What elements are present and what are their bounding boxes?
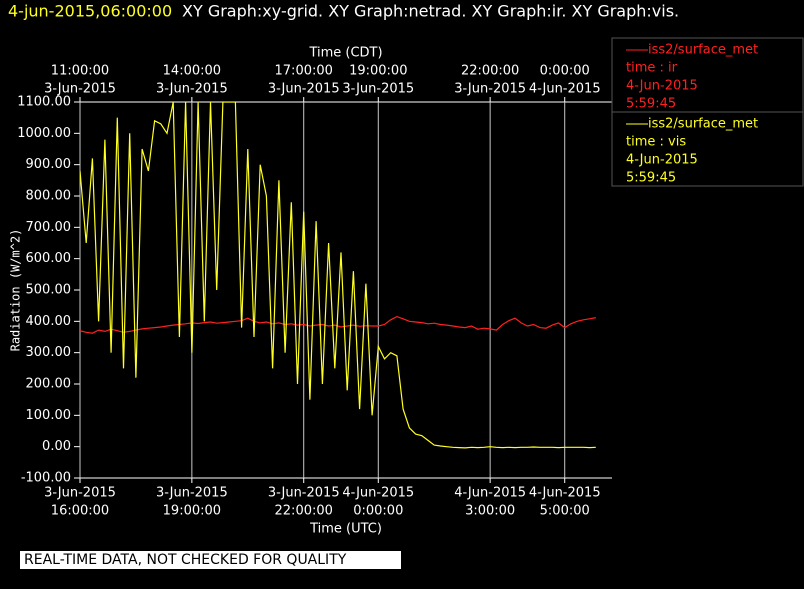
- legend-field: time : ir: [626, 61, 678, 76]
- x-tick-time: 22:00:00: [275, 504, 333, 519]
- legend-name: iss2/surface_met: [648, 43, 758, 58]
- legend-date: 4-Jun-2015: [626, 153, 698, 168]
- legend-time: 5:59:45: [626, 97, 676, 112]
- x2-tick-date: 3-Jun-2015: [454, 82, 526, 97]
- x2-tick-time: 0:00:00: [540, 64, 590, 79]
- x-tick-date: 3-Jun-2015: [268, 486, 340, 501]
- footer-text: REAL-TIME DATA, NOT CHECKED FOR QUALITY: [24, 552, 347, 568]
- series-line: [80, 315, 596, 334]
- x2-axis-title: Time (CDT): [308, 46, 382, 61]
- y-tick-label: 900.00: [26, 157, 72, 172]
- x-tick-date: 3-Jun-2015: [44, 486, 116, 501]
- y-tick-label: 100.00: [26, 408, 72, 423]
- legend-name: iss2/surface_met: [648, 117, 758, 132]
- x-tick-date: 4-Jun-2015: [529, 486, 601, 501]
- x2-tick-time: 14:00:00: [163, 64, 221, 79]
- y-tick-label: 700.00: [26, 220, 72, 235]
- series-line: [80, 102, 596, 449]
- plot-area: [80, 102, 596, 449]
- header-time: 4-jun-2015,06:00:00: [8, 2, 172, 21]
- x-tick-time: 16:00:00: [51, 504, 109, 519]
- y-axis-title: Radiation (W/m^2): [9, 229, 23, 352]
- x2-tick-time: 11:00:00: [51, 64, 109, 79]
- x2-tick-time: 22:00:00: [461, 64, 519, 79]
- y-tick-label: 200.00: [26, 377, 72, 392]
- x2-tick-time: 19:00:00: [349, 64, 407, 79]
- header-graphs: XY Graph:xy-grid. XY Graph:netrad. XY Gr…: [182, 2, 679, 21]
- legend-date: 4-Jun-2015: [626, 79, 698, 94]
- y-tick-label: 0.00: [42, 439, 71, 454]
- x-tick-date: 3-Jun-2015: [156, 486, 228, 501]
- legend-field: time : vis: [626, 135, 686, 150]
- y-tick-label: 1000.00: [17, 126, 71, 141]
- x-tick-date: 4-Jun-2015: [342, 486, 414, 501]
- y-tick-label: 300.00: [26, 345, 72, 360]
- x-tick-date: 4-Jun-2015: [454, 486, 526, 501]
- x2-tick-date: 4-Jun-2015: [529, 82, 601, 97]
- x-tick-time: 5:00:00: [540, 504, 590, 519]
- x-axis-title: Time (UTC): [309, 522, 382, 537]
- legend-time: 5:59:45: [626, 171, 676, 186]
- y-tick-label: 1100.00: [17, 95, 71, 110]
- y-tick-label: 400.00: [26, 314, 72, 329]
- x-tick-time: 19:00:00: [163, 504, 221, 519]
- footer-box: [20, 551, 401, 569]
- x-tick-time: 0:00:00: [353, 504, 403, 519]
- legend-box: [611, 111, 804, 187]
- y-tick-label: 800.00: [26, 189, 72, 204]
- x2-tick-date: 3-Jun-2015: [156, 82, 228, 97]
- x-tick-time: 3:00:00: [465, 504, 515, 519]
- x2-tick-time: 17:00:00: [275, 64, 333, 79]
- y-tick-label: -100.00: [21, 471, 71, 486]
- x2-tick-date: 3-Jun-2015: [342, 82, 414, 97]
- y-tick-label: 500.00: [26, 283, 72, 298]
- y-tick-label: 600.00: [26, 251, 72, 266]
- x2-tick-date: 3-Jun-2015: [268, 82, 340, 97]
- x2-tick-date: 3-Jun-2015: [44, 82, 116, 97]
